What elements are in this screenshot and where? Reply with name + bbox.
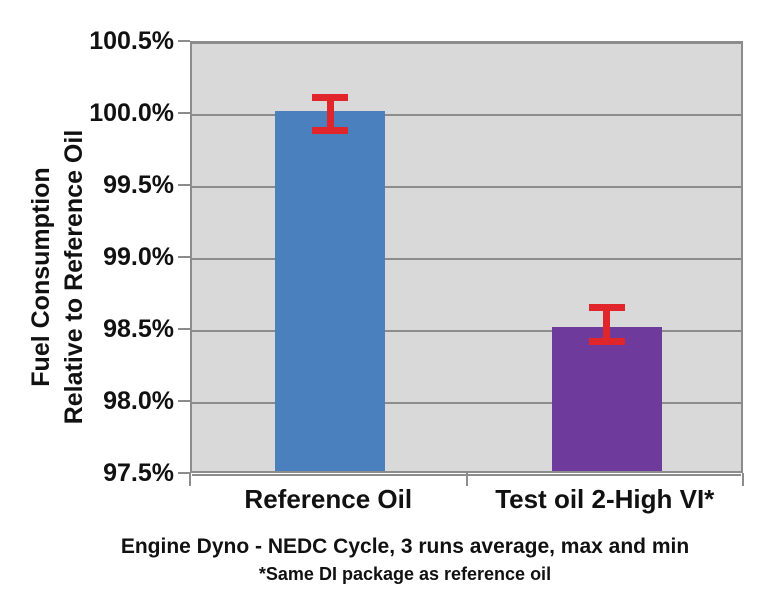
y-axis-tick-mark xyxy=(178,328,190,330)
gridline xyxy=(192,42,741,44)
x-axis-tick-mark xyxy=(742,473,744,486)
error-bar-line xyxy=(326,97,334,131)
chart-footnote: *Same DI package as reference oil xyxy=(258,564,552,584)
gridline xyxy=(192,114,741,116)
gridline xyxy=(192,186,741,188)
x-axis-category-label: Test oil 2-High VI* xyxy=(495,484,715,514)
x-axis-tick-mark xyxy=(465,473,468,486)
y-axis-tick-mark xyxy=(178,112,190,114)
chart-caption: Engine Dyno - NEDC Cycle, 3 runs average… xyxy=(120,535,690,558)
bar-reference-oil xyxy=(275,111,386,471)
plot-area xyxy=(190,41,743,476)
error-bar-bottom-cap xyxy=(588,337,625,345)
y-axis-tick-label: 100.5% xyxy=(89,27,174,55)
y-axis-tick-label: 100.0% xyxy=(89,99,174,127)
x-axis-category-label: Reference Oil xyxy=(244,484,413,514)
y-axis-tick-mark xyxy=(178,400,190,402)
gridline xyxy=(192,330,741,332)
y-axis-tick-label: 99.5% xyxy=(103,171,174,199)
y-axis-tick-mark xyxy=(178,40,190,42)
gridline xyxy=(192,258,741,260)
error-bar-line xyxy=(603,307,611,342)
y-axis-tick-label: 98.0% xyxy=(103,387,174,415)
y-axis-tick-label: 97.5% xyxy=(103,459,174,487)
bar-test-oil-2-high-vi- xyxy=(551,327,662,471)
y-axis-tick-mark xyxy=(178,472,190,474)
y-axis-tick-mark xyxy=(178,184,190,186)
y-axis-tick-label: 99.0% xyxy=(103,243,174,271)
y-axis-tick-mark xyxy=(178,256,190,258)
y-axis-tick-label: 98.5% xyxy=(103,315,174,343)
x-axis-tick-mark xyxy=(189,473,191,486)
gridline xyxy=(192,402,741,404)
error-bar-bottom-cap xyxy=(312,127,349,135)
